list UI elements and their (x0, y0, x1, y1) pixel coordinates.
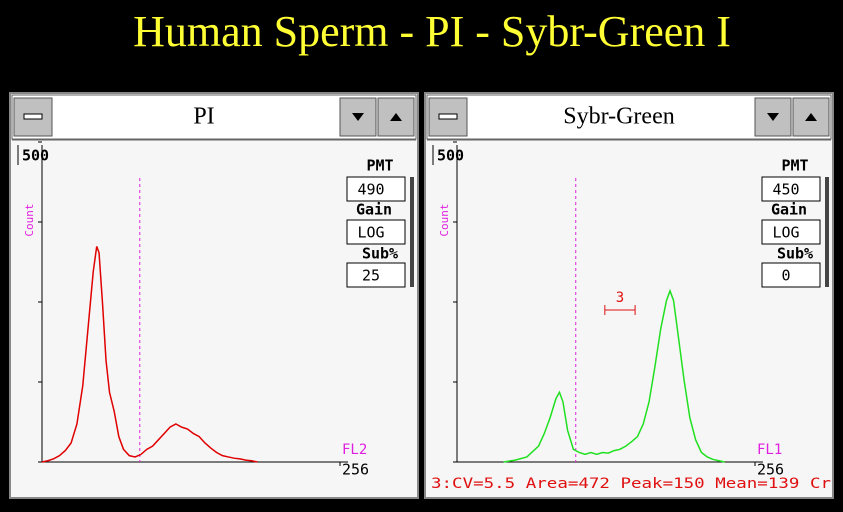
y-axis-label: Count (438, 203, 451, 236)
x-param: FL2 (342, 442, 367, 458)
y-axis-label: Count (23, 203, 36, 236)
pmt-value: 490 (357, 181, 384, 199)
sub-value: 25 (362, 267, 380, 285)
x-tick-label: 256 (342, 461, 369, 479)
x-param: FL1 (757, 442, 782, 458)
pmt-label: PMT (366, 157, 393, 175)
panel-edge (410, 177, 414, 287)
pmt-box[interactable] (346, 176, 406, 202)
page-title: Human Sperm - PI - Sybr-Green I (133, 7, 731, 56)
up-arrow (390, 113, 402, 121)
gain-box[interactable] (761, 219, 821, 245)
histogram-line (41, 246, 258, 463)
gain-value: LOG (772, 224, 799, 242)
region-label: 3 (616, 290, 624, 306)
gain-label: Gain (771, 201, 807, 219)
sub-box[interactable] (761, 262, 821, 288)
sub-label: Sub% (362, 245, 398, 263)
down-arrow (352, 113, 364, 121)
panel-edge (825, 177, 829, 287)
region-marker (604, 305, 636, 315)
pmt-value: 450 (772, 181, 799, 199)
status-line: 3:CV=5.5 Area=472 Peak=150 Mean=139 Cr (431, 476, 831, 492)
pmt-label: PMT (781, 157, 808, 175)
gain-box[interactable] (346, 219, 406, 245)
window-frame (424, 92, 834, 499)
sub-box[interactable] (346, 262, 406, 288)
window-title: Sybr-Green (563, 104, 674, 130)
up-arrow (805, 113, 817, 121)
x-tick-label: 256 (757, 461, 784, 479)
y-tick-label: 500 (437, 147, 464, 165)
sub-value: 0 (781, 267, 790, 285)
gain-value: LOG (357, 224, 384, 242)
window-frame (9, 92, 419, 499)
scroll-up-button[interactable] (792, 97, 830, 137)
histogram-line (503, 288, 725, 463)
window-title: PI (193, 104, 214, 130)
sub-label: Sub% (777, 245, 813, 263)
minimize-icon (438, 113, 458, 120)
minimize-icon (23, 113, 43, 120)
gain-label: Gain (356, 201, 392, 219)
pmt-box[interactable] (761, 176, 821, 202)
y-tick-label: 500 (22, 147, 49, 165)
down-arrow (767, 113, 779, 121)
